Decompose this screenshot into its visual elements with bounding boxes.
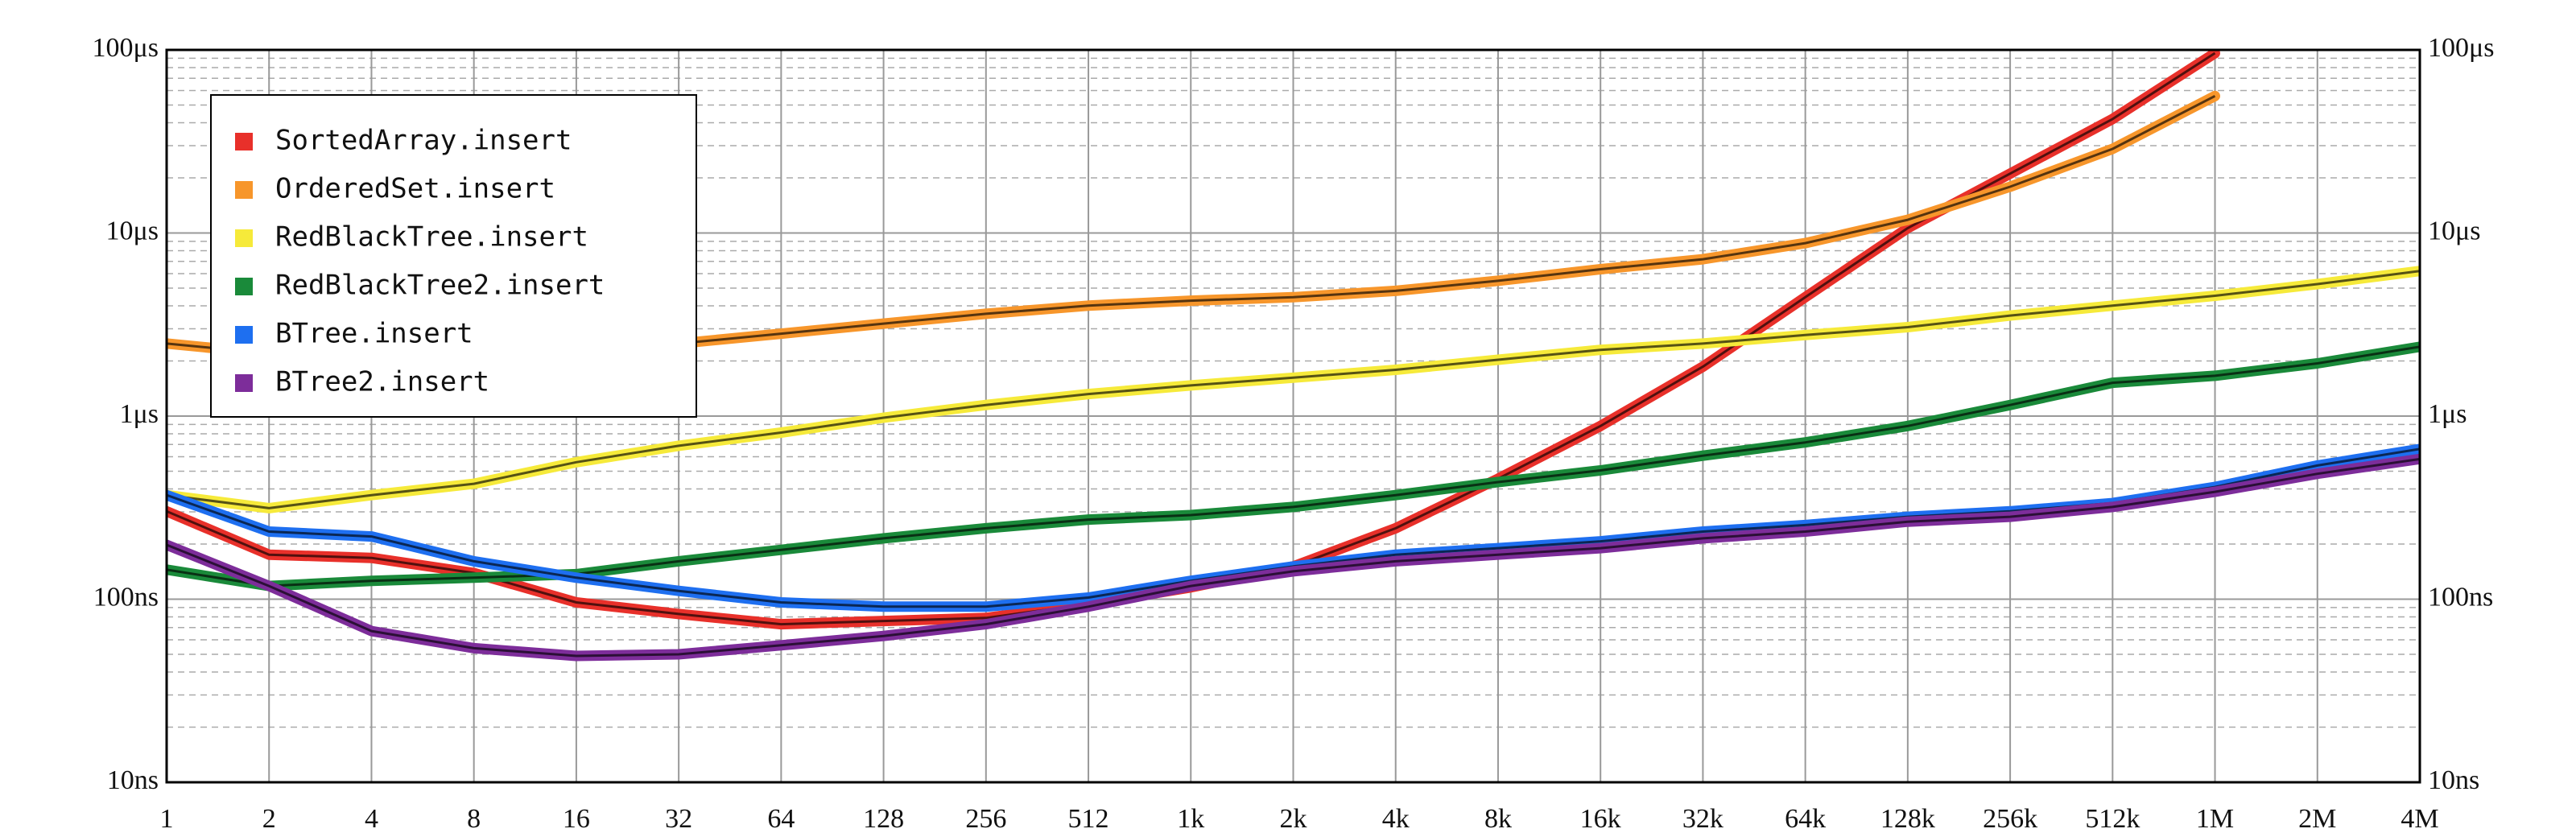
x-tick-label: 4k [1382,804,1410,834]
x-tick-label: 8k [1484,804,1512,834]
x-tick-label: 16 [563,804,590,834]
x-tick-label: 1M [2196,804,2234,834]
legend: SortedArray.insert OrderedSet.insert RedBl… [210,94,697,418]
legend-swatch [235,326,253,344]
tick-labels: 10ns 10ns 100ns 100ns 1μs 1μs 10μs 10μs 100μs 100… [93,33,2495,834]
x-tick-label: 32k [1682,804,1724,834]
x-tick-label: 64k [1785,804,1826,834]
x-tick-label: 128 [863,804,904,834]
legend-swatch [235,181,253,199]
x-tick-label: 16k [1580,804,1621,834]
x-tick-label: 2k [1280,804,1307,834]
series-line-core [167,270,2420,509]
legend-box [210,94,697,418]
x-tick-label: 64 [767,804,795,834]
x-tick-label: 2 [262,804,276,834]
legend-swatch [235,278,253,295]
x-tick-label: 4 [365,804,378,834]
y2-tick-label: 100μs [2428,33,2494,63]
y-tick-label: 10μs [106,216,159,245]
x-tick-label: 512 [1068,804,1109,834]
x-tick-label: 512k [2085,804,2140,834]
x-tick-label: 128k [1880,804,1935,834]
legend-label: SortedArray.insert [275,125,572,157]
x-tick-label: 256k [1983,804,2037,834]
x-tick-label: 32 [665,804,692,834]
x-tick-label: 4M [2401,804,2438,834]
plot-frame [165,48,2421,784]
y-tick-label: 10ns [107,765,159,795]
x-tick-label: 1 [160,804,174,834]
x-tick-label: 8 [467,804,481,834]
legend-label: OrderedSet.insert [275,173,555,205]
y-tick-label: 100μs [93,33,159,63]
y-tick-label: 100ns [93,582,159,612]
y2-tick-label: 10μs [2428,216,2480,245]
x-tick-label: 256 [965,804,1006,834]
y2-tick-label: 100ns [2428,582,2493,612]
x-tick-label: 2M [2298,804,2336,834]
legend-swatch [235,229,253,247]
legend-label: BTree.insert [275,318,473,350]
y2-tick-label: 10ns [2428,765,2479,795]
legend-label: BTree2.insert [275,366,489,398]
legend-swatch [235,133,253,150]
y2-tick-label: 1μs [2428,399,2467,429]
y-tick-label: 1μs [120,399,159,429]
legend-swatch [235,374,253,392]
x-tick-label: 1k [1177,804,1204,834]
legend-label: RedBlackTree.insert [275,221,588,254]
series-line-core [167,457,2420,658]
legend-label: RedBlackTree2.insert [275,270,605,302]
